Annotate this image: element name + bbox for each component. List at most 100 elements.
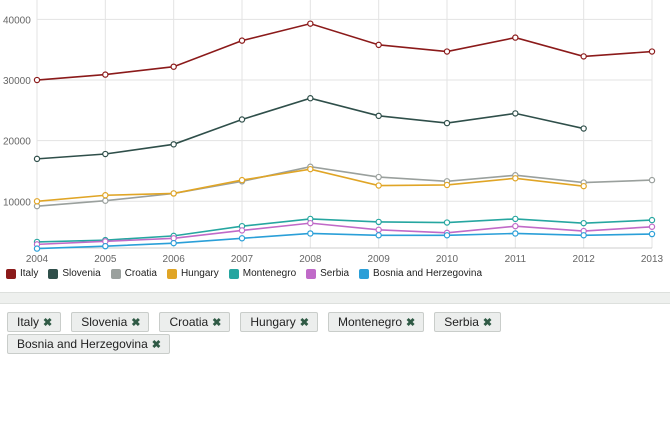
x-tick-label: 2009 [368, 254, 391, 265]
remove-icon[interactable]: ✖ [406, 316, 416, 329]
remove-icon[interactable]: ✖ [299, 316, 309, 329]
data-point [512, 110, 519, 117]
data-point [648, 216, 656, 224]
data-point [307, 219, 314, 227]
data-point [580, 182, 587, 190]
remove-icon[interactable]: ✖ [43, 316, 53, 329]
data-point [512, 215, 519, 223]
data-point [375, 173, 382, 181]
data-point [443, 181, 451, 189]
data-point [375, 112, 382, 120]
data-point [307, 20, 314, 27]
y-tick-label: 20000 [3, 137, 31, 148]
legend-item[interactable]: Croatia [110, 268, 157, 279]
data-point [648, 230, 656, 238]
legend-swatch [306, 268, 317, 279]
remove-icon[interactable]: ✖ [482, 316, 493, 329]
data-point [238, 176, 246, 184]
country-tag: Bosnia and Herzegovina ✖ [7, 334, 170, 354]
remove-icon[interactable]: ✖ [131, 316, 141, 329]
country-tag: Serbia ✖ [434, 312, 502, 332]
data-point [33, 76, 41, 84]
tag-label: Slovenia [81, 315, 128, 329]
data-point [170, 141, 177, 148]
legend-swatch [48, 268, 59, 279]
data-point [238, 235, 246, 242]
legend-label: Hungary [180, 268, 219, 279]
series-line-croatia [36, 165, 653, 207]
legend-label: Croatia [124, 268, 157, 279]
legend-item[interactable]: Hungary [166, 268, 219, 279]
y-tick-label: 40000 [3, 15, 31, 26]
x-tick-label: 2013 [641, 254, 664, 265]
legend-swatch [166, 268, 177, 279]
data-point [375, 182, 382, 189]
data-point [33, 198, 41, 205]
data-point [375, 226, 382, 234]
country-tag: Montenegro ✖ [327, 312, 425, 332]
line-chart: 10000 20000 30000 40000 2004 2005 2006 2007 2008… [3, 0, 664, 265]
selected-countries: Italy ✖ Slovenia ✖ Croatia ✖ Hungary ✖ Montenegr… [7, 312, 527, 354]
country-tag: Croatia ✖ [159, 312, 231, 332]
data-point [443, 119, 451, 127]
tag-label: Italy [17, 315, 40, 329]
data-point [238, 227, 246, 234]
data-point [307, 95, 314, 102]
x-tick-label: 2007 [231, 254, 254, 265]
legend-item[interactable]: Serbia [306, 268, 349, 279]
legend-label: Serbia [320, 268, 350, 279]
y-tick-label: 10000 [3, 197, 31, 208]
legend-item[interactable]: Slovenia [48, 268, 101, 279]
legend-item[interactable]: Italy [6, 268, 38, 279]
x-tick-label: 2011 [505, 254, 527, 265]
y-tick-label: 30000 [3, 76, 31, 87]
data-point [102, 150, 109, 158]
data-point [512, 222, 519, 230]
data-point [102, 192, 109, 199]
legend-label: Italy [20, 268, 39, 279]
data-point [375, 218, 382, 226]
legend-label: Bosnia and Herzegovina [373, 268, 483, 279]
data-point [648, 223, 656, 230]
series-line-italy [36, 22, 653, 81]
data-point [512, 230, 519, 237]
series-line-serbia [36, 222, 653, 246]
data-point [648, 48, 656, 55]
legend-swatch [359, 268, 370, 279]
data-point [307, 230, 314, 237]
x-tick-label: 2010 [436, 254, 459, 265]
legend-item[interactable]: Montenegro [228, 268, 297, 279]
data-point [512, 34, 519, 41]
data-point [443, 219, 451, 226]
chart-legend: Italy Slovenia Croatia Hungary Montenegro Ser… [6, 268, 482, 279]
data-point [102, 197, 109, 204]
remove-icon[interactable]: ✖ [151, 338, 161, 351]
tag-label: Bosnia and Herzegovina [17, 337, 148, 351]
data-point [443, 232, 451, 239]
data-point [170, 63, 177, 70]
data-point [238, 116, 246, 123]
divider-band [0, 292, 670, 304]
data-point [102, 242, 109, 250]
data-point [33, 155, 41, 163]
x-tick-label: 2012 [573, 254, 596, 265]
legend-item[interactable]: Bosnia and Herzegovina [359, 268, 482, 279]
legend-swatch [6, 268, 16, 279]
tag-label: Montenegro [337, 315, 403, 329]
x-tick-label: 2005 [94, 254, 117, 265]
data-point [238, 37, 246, 44]
data-point [648, 176, 656, 184]
data-point [580, 53, 587, 60]
data-point [33, 245, 41, 252]
data-point [307, 165, 314, 173]
remove-icon[interactable]: ✖ [212, 316, 222, 329]
data-point [580, 232, 587, 239]
x-tick-label: 2008 [299, 254, 322, 265]
data-point [102, 71, 109, 78]
data-point [170, 190, 177, 197]
legend-label: Montenegro [242, 268, 297, 279]
country-tag: Hungary ✖ [240, 312, 318, 332]
legend-label: Slovenia [62, 268, 101, 279]
tag-label: Serbia [444, 315, 479, 329]
data-point [580, 125, 587, 132]
